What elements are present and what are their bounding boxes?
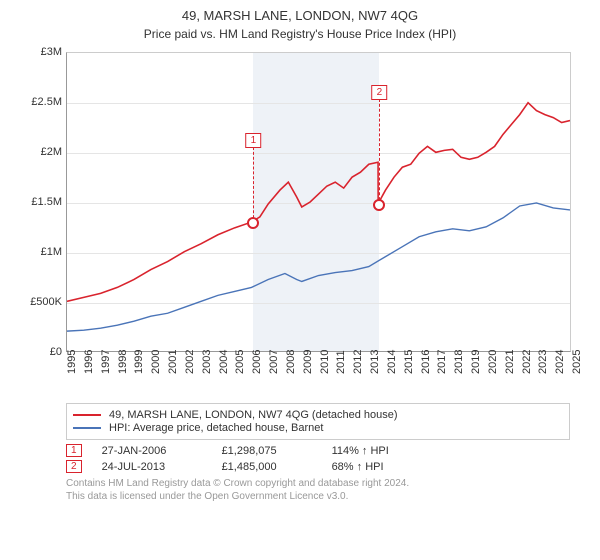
plot-area: 12 (66, 52, 571, 352)
transaction-hpi: 68% ↑ HPI (332, 461, 442, 473)
chart-subtitle: Price paid vs. HM Land Registry's House … (0, 23, 600, 47)
y-axis-tick-label: £2M (22, 146, 62, 158)
series-line-hpi (67, 203, 570, 331)
y-axis-tick-label: £2.5M (22, 96, 62, 108)
callout-connector (379, 99, 380, 205)
copyright-footnote: Contains HM Land Registry data © Crown c… (66, 477, 570, 503)
legend-swatch (73, 414, 101, 416)
footnote-line: Contains HM Land Registry data © Crown c… (66, 477, 570, 490)
legend-swatch (73, 427, 101, 429)
callout-label: 2 (372, 85, 388, 100)
chart-title: 49, MARSH LANE, LONDON, NW7 4QG (0, 0, 600, 23)
transaction-hpi: 114% ↑ HPI (332, 445, 442, 457)
callout-label: 1 (246, 133, 262, 148)
transaction-marker-ref: 1 (66, 444, 82, 457)
y-axis-tick-label: £1M (22, 246, 62, 258)
transaction-price: £1,485,000 (222, 461, 332, 473)
chart-area: £0£500K£1M£1.5M£2M£2.5M£3M 12 1995199619… (20, 47, 580, 397)
y-axis-tick-label: £500K (22, 296, 62, 308)
legend-item: 49, MARSH LANE, LONDON, NW7 4QG (detache… (73, 409, 563, 421)
transaction-date: 24-JUL-2013 (102, 461, 222, 473)
transaction-row: 1 27-JAN-2006£1,298,075114% ↑ HPI (66, 444, 570, 457)
legend-item: HPI: Average price, detached house, Barn… (73, 422, 563, 434)
y-axis-tick-label: £1.5M (22, 196, 62, 208)
footnote-line: This data is licensed under the Open Gov… (66, 490, 570, 503)
property-price-chart-panel: { "title": "49, MARSH LANE, LONDON, NW7 … (0, 0, 600, 560)
legend: 49, MARSH LANE, LONDON, NW7 4QG (detache… (66, 403, 570, 440)
transaction-row: 2 24-JUL-2013£1,485,00068% ↑ HPI (66, 460, 570, 473)
y-axis-tick-label: £0 (22, 346, 62, 358)
transaction-marker-ref: 2 (66, 460, 82, 473)
x-axis-tick-label: 2025 (571, 350, 600, 374)
series-line-property (67, 103, 570, 302)
y-axis-tick-label: £3M (22, 46, 62, 58)
line-series-svg (67, 53, 570, 351)
transaction-marker (247, 217, 259, 229)
legend-label: 49, MARSH LANE, LONDON, NW7 4QG (detache… (109, 409, 398, 421)
callout-connector (253, 147, 254, 223)
legend-label: HPI: Average price, detached house, Barn… (109, 422, 323, 434)
transaction-table: 1 27-JAN-2006£1,298,075114% ↑ HPI 2 24-JUL-… (66, 444, 570, 473)
transaction-price: £1,298,075 (222, 445, 332, 457)
transaction-date: 27-JAN-2006 (102, 445, 222, 457)
transaction-marker (373, 199, 385, 211)
